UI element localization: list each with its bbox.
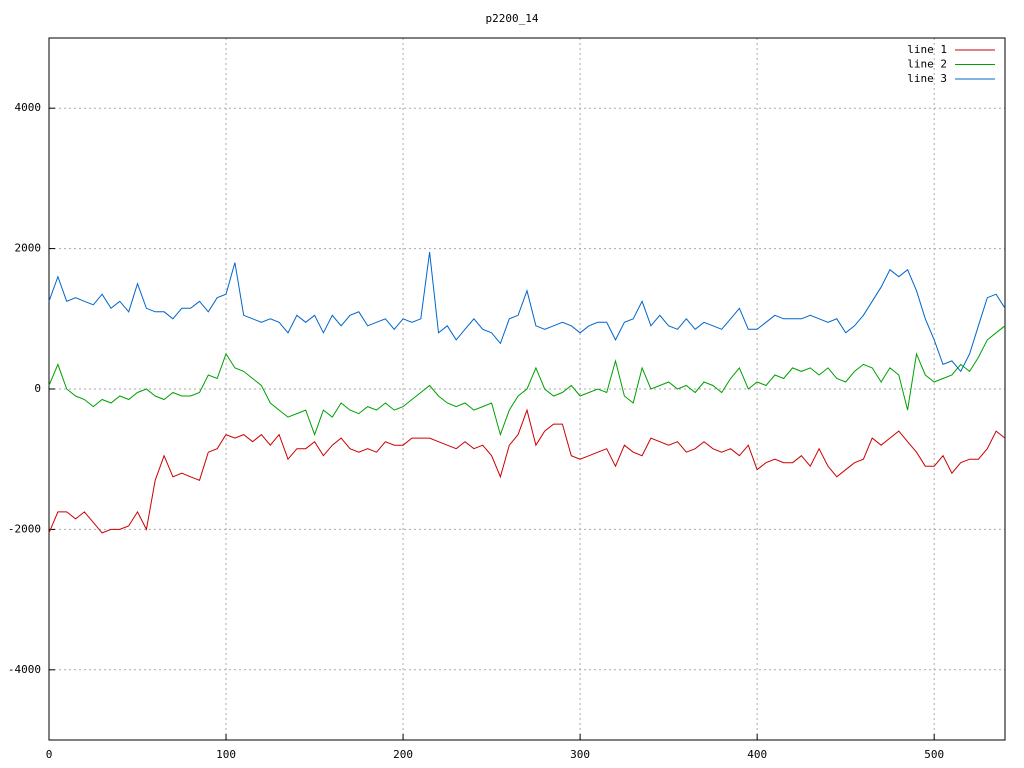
y-tick-label: 0 — [34, 382, 41, 395]
legend-label: line 2 — [907, 58, 947, 71]
series-line — [48, 252, 1006, 373]
y-tick-label: -2000 — [8, 522, 41, 535]
series-line — [48, 325, 1006, 437]
x-tick-label: 100 — [216, 748, 236, 761]
x-tick-label: 200 — [393, 748, 413, 761]
legend-label: line 3 — [907, 72, 947, 85]
series-line — [48, 408, 1006, 534]
y-tick-label: 2000 — [15, 242, 42, 255]
legend-label: line 1 — [907, 43, 947, 56]
plot-frame — [48, 37, 1006, 741]
x-tick-label: 300 — [570, 748, 590, 761]
y-tick-label: 4000 — [15, 101, 42, 114]
x-tick-label: 500 — [924, 748, 944, 761]
x-tick-label: 400 — [747, 748, 767, 761]
chart-title: p2200_14 — [486, 12, 539, 25]
x-tick-label: 0 — [46, 748, 53, 761]
y-tick-label: -4000 — [8, 663, 41, 676]
